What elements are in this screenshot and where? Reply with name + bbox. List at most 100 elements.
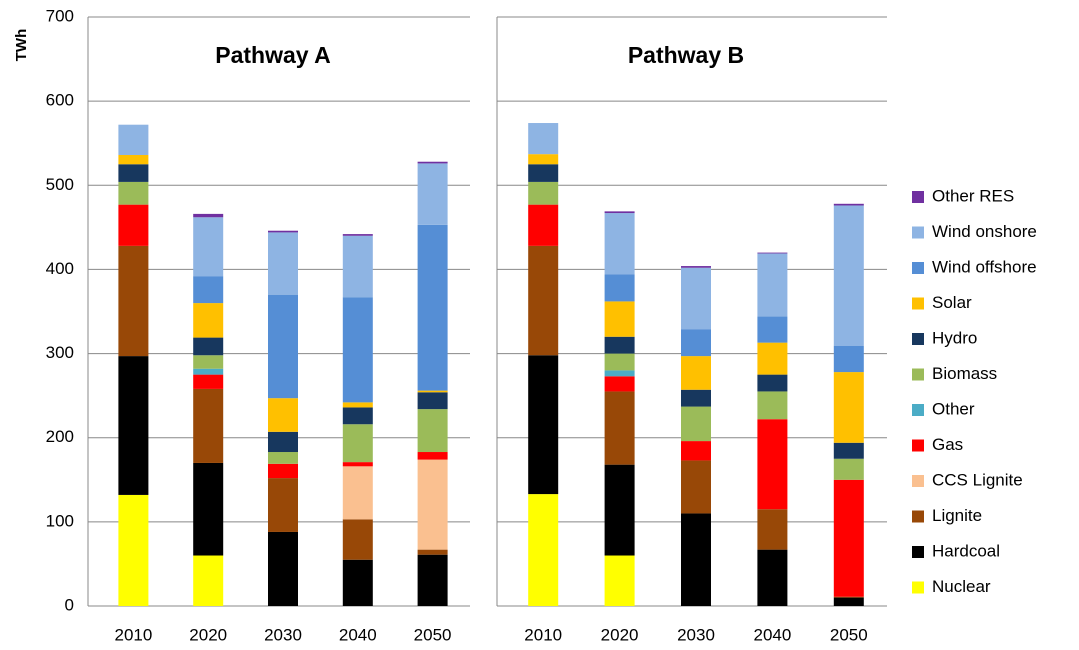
bar-segment: [604, 555, 635, 606]
bar-segment: [342, 297, 373, 403]
bar-segment: [757, 549, 788, 606]
y-tick-label: 400: [46, 259, 74, 278]
legend-label: Other: [932, 399, 975, 418]
legend-swatch: [912, 581, 924, 594]
bar-segment: [268, 431, 298, 453]
bar-segment: [193, 368, 224, 375]
legend-swatch: [912, 439, 924, 452]
legend-label: CCS Lignite: [932, 470, 1023, 489]
bar-segment: [757, 253, 788, 317]
bar-segment: [604, 211, 635, 214]
bar-segment: [833, 345, 864, 373]
bar-segment: [528, 494, 559, 606]
legend-label: Other RES: [932, 186, 1014, 205]
legend-swatch: [912, 262, 924, 274]
legend-swatch: [912, 297, 924, 310]
y-tick-label: 500: [46, 175, 74, 194]
bar-segment: [757, 419, 788, 510]
bar-segment: [118, 181, 149, 205]
bar-segment: [268, 230, 298, 233]
legend-label: Lignite: [932, 506, 982, 525]
y-tick-label: 0: [65, 595, 74, 614]
bar-segment: [118, 356, 149, 495]
bar-segment: [528, 123, 559, 155]
bar-segment: [757, 374, 788, 392]
panel-title: Pathway A: [215, 42, 330, 68]
bar-segment: [604, 353, 635, 371]
bar-segment: [681, 513, 711, 606]
bar-segment: [417, 224, 448, 391]
x-tick-label: 2030: [677, 625, 715, 644]
bar-segment: [528, 204, 559, 246]
bar-segment: [833, 458, 864, 480]
bar-segment: [193, 303, 224, 338]
bar-segment: [604, 301, 635, 337]
legend-label: Wind offshore: [932, 257, 1037, 276]
bar-segment: [118, 204, 149, 246]
bar-segment: [681, 356, 711, 390]
legend-swatch: [912, 333, 924, 345]
bar-segment: [604, 213, 635, 275]
bar-segment: [417, 392, 448, 410]
bar-segment: [118, 494, 149, 606]
bar-segment: [757, 316, 788, 343]
bar-segment: [417, 163, 448, 225]
bar-segment: [417, 161, 448, 164]
bar-segment: [604, 376, 635, 392]
bar-segment: [833, 442, 864, 459]
bar-segment: [681, 441, 711, 461]
bar-segment: [193, 337, 224, 356]
bar-segment: [604, 464, 635, 556]
x-tick-label: 2030: [264, 625, 302, 644]
bar-segment: [118, 164, 149, 182]
y-tick-label: 600: [46, 91, 74, 110]
bar-segment: [417, 459, 448, 550]
legend-label: Hardcoal: [932, 541, 1000, 560]
y-tick-label: 700: [46, 6, 74, 25]
y-tick-label: 100: [46, 511, 74, 530]
bar-segment: [757, 391, 788, 420]
bar-segment: [118, 124, 149, 155]
bar-segment: [681, 389, 711, 407]
bar-segment: [528, 355, 559, 495]
bar-segment: [342, 407, 373, 425]
bar-segment: [342, 466, 373, 520]
bar-segment: [342, 462, 373, 467]
bar-segment: [342, 402, 373, 408]
legend-swatch: [912, 546, 924, 558]
x-tick-label: 2040: [339, 625, 377, 644]
legend-label: Wind onshore: [932, 222, 1037, 241]
bar-segment: [193, 217, 224, 277]
x-tick-label: 2020: [189, 625, 227, 644]
x-tick-label: 2010: [114, 625, 152, 644]
y-tick-label: 200: [46, 427, 74, 446]
bar-segment: [193, 374, 224, 389]
bar-segment: [268, 463, 298, 479]
legend-swatch: [912, 475, 924, 487]
bar-segment: [268, 232, 298, 295]
bar-segment: [833, 372, 864, 443]
bar-segment: [681, 329, 711, 357]
bar-segment: [342, 235, 373, 298]
legend-label: Gas: [932, 435, 963, 454]
bar-segment: [833, 596, 864, 598]
y-axis-label: TWh: [13, 29, 30, 61]
bar-segment: [193, 213, 224, 218]
bar-segment: [268, 478, 298, 532]
bar-segment: [604, 274, 635, 302]
bar-segment: [118, 245, 149, 357]
bar-segment: [528, 245, 559, 356]
bar-segment: [757, 509, 788, 550]
y-tick-label: 300: [46, 343, 74, 362]
x-tick-label: 2040: [753, 625, 791, 644]
bar-segment: [417, 452, 448, 460]
bar-segment: [528, 181, 559, 205]
bar-segment: [342, 519, 373, 560]
legend-label: Nuclear: [932, 577, 991, 596]
legend-label: Hydro: [932, 328, 977, 347]
bar-segment: [268, 452, 298, 464]
bar-segment: [833, 205, 864, 346]
bar-segment: [833, 203, 864, 206]
bar-segment: [268, 294, 298, 399]
